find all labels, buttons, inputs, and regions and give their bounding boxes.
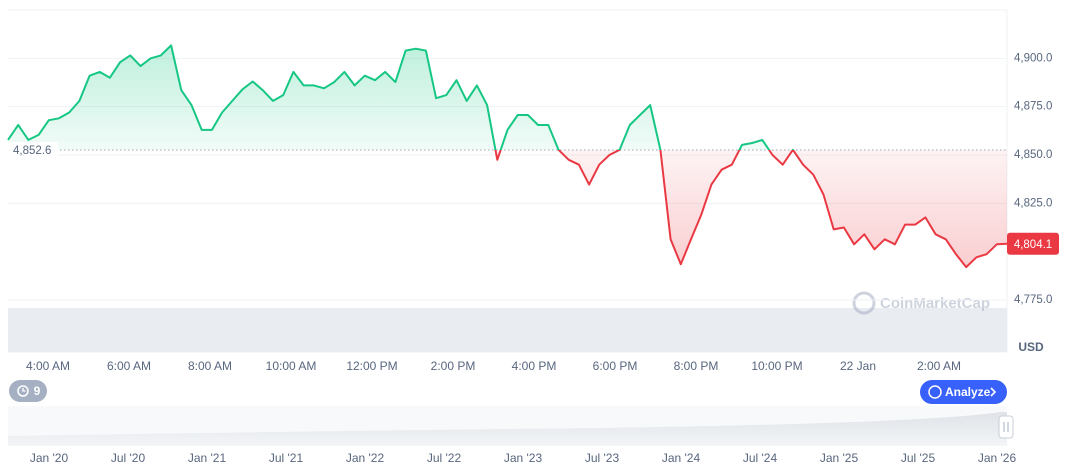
- navigator-label: Jul '24: [743, 451, 778, 465]
- badge-text: 9: [34, 384, 41, 398]
- analyze-text: Analyze: [945, 385, 991, 399]
- y-tick-label: 4,850.0: [1014, 149, 1052, 161]
- x-tick-label: 8:00 AM: [188, 359, 232, 373]
- price-area: [8, 45, 1007, 268]
- y-tick-label: 4,900.0: [1014, 52, 1052, 64]
- history-badge[interactable]: 9: [9, 380, 47, 402]
- x-tick-label: 22 Jan: [840, 359, 876, 373]
- navigator-area: [8, 412, 1007, 446]
- navigator-handle[interactable]: [998, 415, 1014, 439]
- last-price-label: 4,804.1: [1014, 239, 1052, 251]
- y-tick-label: 4,775.0: [1014, 294, 1052, 306]
- y-tick-label: 4,825.0: [1014, 197, 1052, 209]
- navigator-label: Jan '21: [188, 451, 227, 465]
- x-tick-label: 8:00 PM: [674, 359, 719, 373]
- navigator-label: Jul '25: [901, 451, 936, 465]
- navigator-label: Jan '20: [30, 451, 69, 465]
- price-line: [7, 44, 1008, 269]
- watermark-text: CoinMarketCap: [880, 295, 990, 312]
- navigator-label: Jan '26: [978, 451, 1017, 465]
- x-tick-label: 2:00 AM: [917, 359, 961, 373]
- x-tick-label: 10:00 AM: [266, 359, 317, 373]
- navigator-label: Jul '23: [585, 451, 620, 465]
- navigator-label: Jan '25: [820, 451, 859, 465]
- volume-band: [8, 308, 1007, 352]
- navigator-label: Jan '24: [662, 451, 701, 465]
- x-tick-label: 4:00 AM: [26, 359, 70, 373]
- x-tick-label: 6:00 AM: [107, 359, 151, 373]
- analyze-button[interactable]: Analyze: [920, 380, 1007, 404]
- x-tick-label: 10:00 PM: [751, 359, 802, 373]
- x-tick-label: 12:00 PM: [346, 359, 397, 373]
- navigator-label: Jul '20: [111, 451, 146, 465]
- currency-label: USD: [1018, 340, 1044, 354]
- y-tick-label: 4,875.0: [1014, 101, 1052, 113]
- navigator-label: Jan '22: [346, 451, 385, 465]
- baseline-tag: [8, 141, 58, 158]
- baseline-label: 4,852.6: [13, 145, 51, 157]
- x-tick-label: 4:00 PM: [512, 359, 557, 373]
- x-tick-label: 6:00 PM: [593, 359, 638, 373]
- navigator-label: Jan '23: [504, 451, 543, 465]
- navigator-label: Jul '22: [427, 451, 462, 465]
- last-price-tag: [1007, 232, 1059, 255]
- watermark: CoinMarketCap: [852, 291, 990, 315]
- x-tick-label: 2:00 PM: [431, 359, 476, 373]
- navigator-label: Jul '21: [269, 451, 304, 465]
